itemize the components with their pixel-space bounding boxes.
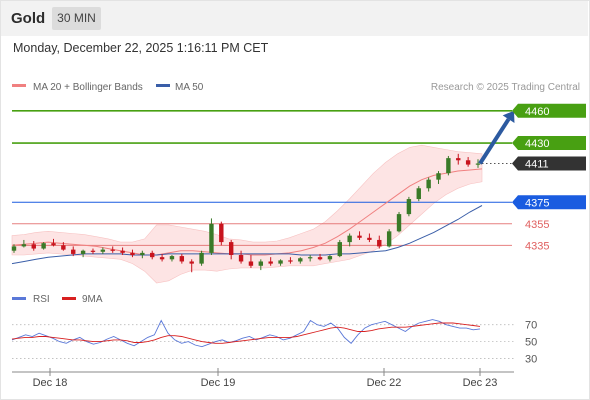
candle-body (169, 256, 175, 260)
candle-body (199, 252, 204, 264)
candle-body (228, 242, 234, 256)
ma20-line (11, 168, 483, 256)
ma50-line (11, 205, 483, 265)
candle-body (367, 237, 372, 240)
candle-body (475, 163, 481, 165)
candle-body (357, 235, 362, 238)
candle-body (456, 158, 461, 161)
x-tick-label: Dec 18 (33, 377, 68, 389)
level-label-4460: 4460 (525, 106, 549, 118)
credit-text: Research © 2025 Trading Central (431, 82, 580, 93)
rsi-tick-label-50: 50 (525, 337, 537, 349)
rsi-ma-legend-swatch (62, 297, 76, 300)
candle-body (150, 252, 155, 258)
candle-body (317, 257, 323, 260)
level-label-4355: 4355 (525, 219, 549, 231)
target-arrow-head (502, 110, 515, 123)
level-tag-4375 (512, 195, 586, 210)
candle-body (179, 256, 185, 262)
candle-body (298, 258, 303, 262)
candle-body (219, 223, 224, 243)
bollinger-band (11, 144, 483, 284)
candle-body (278, 260, 283, 264)
candle-body (159, 257, 165, 260)
candle-body (209, 223, 214, 253)
rsi-legend-swatch (12, 297, 26, 300)
candle-body (31, 244, 36, 249)
x-tick-label: Dec 22 (367, 377, 402, 389)
candle-body (288, 260, 293, 262)
rsi-legend-label: RSI (33, 294, 50, 305)
rsi-line (11, 319, 481, 348)
candle-body (238, 255, 244, 262)
candle-body (377, 239, 382, 247)
target-arrow-shaft (478, 118, 511, 165)
rsi-ma-legend-label: 9MA (82, 294, 103, 305)
level-label-4375: 4375 (525, 197, 549, 209)
timestamp: Monday, December 22, 2025 1:16:11 PM CET (13, 41, 269, 55)
candle-body (436, 173, 441, 180)
candle-body (120, 250, 125, 253)
candle-body (337, 242, 342, 257)
candle-body (71, 249, 76, 254)
ma50-legend-label: MA 50 (175, 82, 204, 93)
candle-body (386, 231, 392, 247)
candle-body (307, 257, 313, 259)
candle-body (268, 261, 273, 264)
ma20-legend-label: MA 20 + Bollinger Bands (33, 82, 143, 93)
candle-body (140, 252, 145, 256)
candle-body (51, 243, 56, 246)
ma20-legend-swatch (12, 84, 26, 87)
rsi-ma-line (11, 322, 481, 344)
candle-body (327, 256, 333, 260)
candle-body (110, 249, 115, 251)
candle-body (258, 261, 264, 266)
instrument-name: Gold (11, 10, 46, 27)
candle-body (80, 250, 86, 254)
candle-body (21, 244, 27, 247)
candle-body (446, 158, 451, 174)
candle-body (11, 246, 17, 251)
candle-body (465, 160, 471, 165)
rsi-tick-label-30: 30 (525, 354, 537, 366)
ma50-legend-swatch (156, 84, 170, 87)
level-tag-4430 (512, 136, 586, 151)
candle-body (90, 250, 96, 252)
x-tick-label: Dec 19 (201, 377, 236, 389)
candle-body (61, 245, 66, 250)
candle-body (347, 235, 352, 243)
candle-body (41, 243, 46, 249)
candle-body (396, 214, 402, 232)
candle-body (416, 188, 421, 200)
candle-body (189, 261, 194, 264)
level-label-4335: 4335 (525, 240, 549, 252)
candle-body (130, 252, 135, 256)
interval-button[interactable]: 30 MIN (52, 7, 101, 30)
rsi-tick-label-70: 70 (525, 320, 537, 332)
candle-body (426, 179, 431, 189)
candle-body (406, 199, 412, 215)
level-label-4430: 4430 (525, 138, 549, 150)
candle-body (100, 249, 106, 252)
level-label-4411: 4411 (525, 159, 549, 171)
x-tick-label: Dec 23 (463, 377, 498, 389)
level-tag-4411 (512, 156, 586, 171)
candle-body (248, 261, 254, 266)
level-tag-4460 (512, 103, 586, 118)
